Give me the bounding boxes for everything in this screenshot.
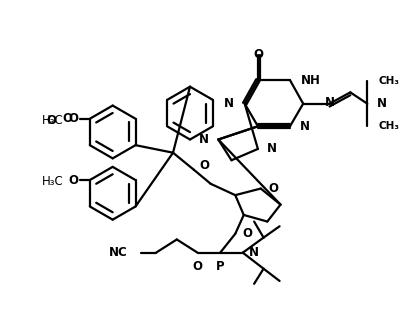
Text: P: P bbox=[216, 260, 224, 273]
Text: O: O bbox=[63, 112, 73, 125]
Text: O: O bbox=[68, 174, 78, 187]
Text: H₃C: H₃C bbox=[42, 114, 63, 127]
Text: O: O bbox=[192, 260, 202, 273]
Text: O: O bbox=[47, 114, 57, 127]
Text: O: O bbox=[253, 48, 263, 61]
Text: N: N bbox=[248, 246, 258, 259]
Text: N: N bbox=[377, 97, 387, 110]
Text: N: N bbox=[324, 96, 334, 109]
Text: N: N bbox=[224, 97, 234, 110]
Text: O: O bbox=[68, 112, 78, 125]
Text: CH₃: CH₃ bbox=[379, 121, 400, 131]
Text: O: O bbox=[243, 227, 253, 240]
Text: N: N bbox=[199, 133, 209, 146]
Text: NH: NH bbox=[301, 74, 321, 87]
Text: NC: NC bbox=[109, 246, 128, 259]
Text: O: O bbox=[200, 160, 210, 172]
Text: CH₃: CH₃ bbox=[379, 76, 400, 86]
Text: H₃C: H₃C bbox=[42, 175, 63, 189]
Text: N: N bbox=[267, 142, 277, 155]
Text: O: O bbox=[268, 182, 278, 195]
Text: N: N bbox=[299, 120, 309, 133]
